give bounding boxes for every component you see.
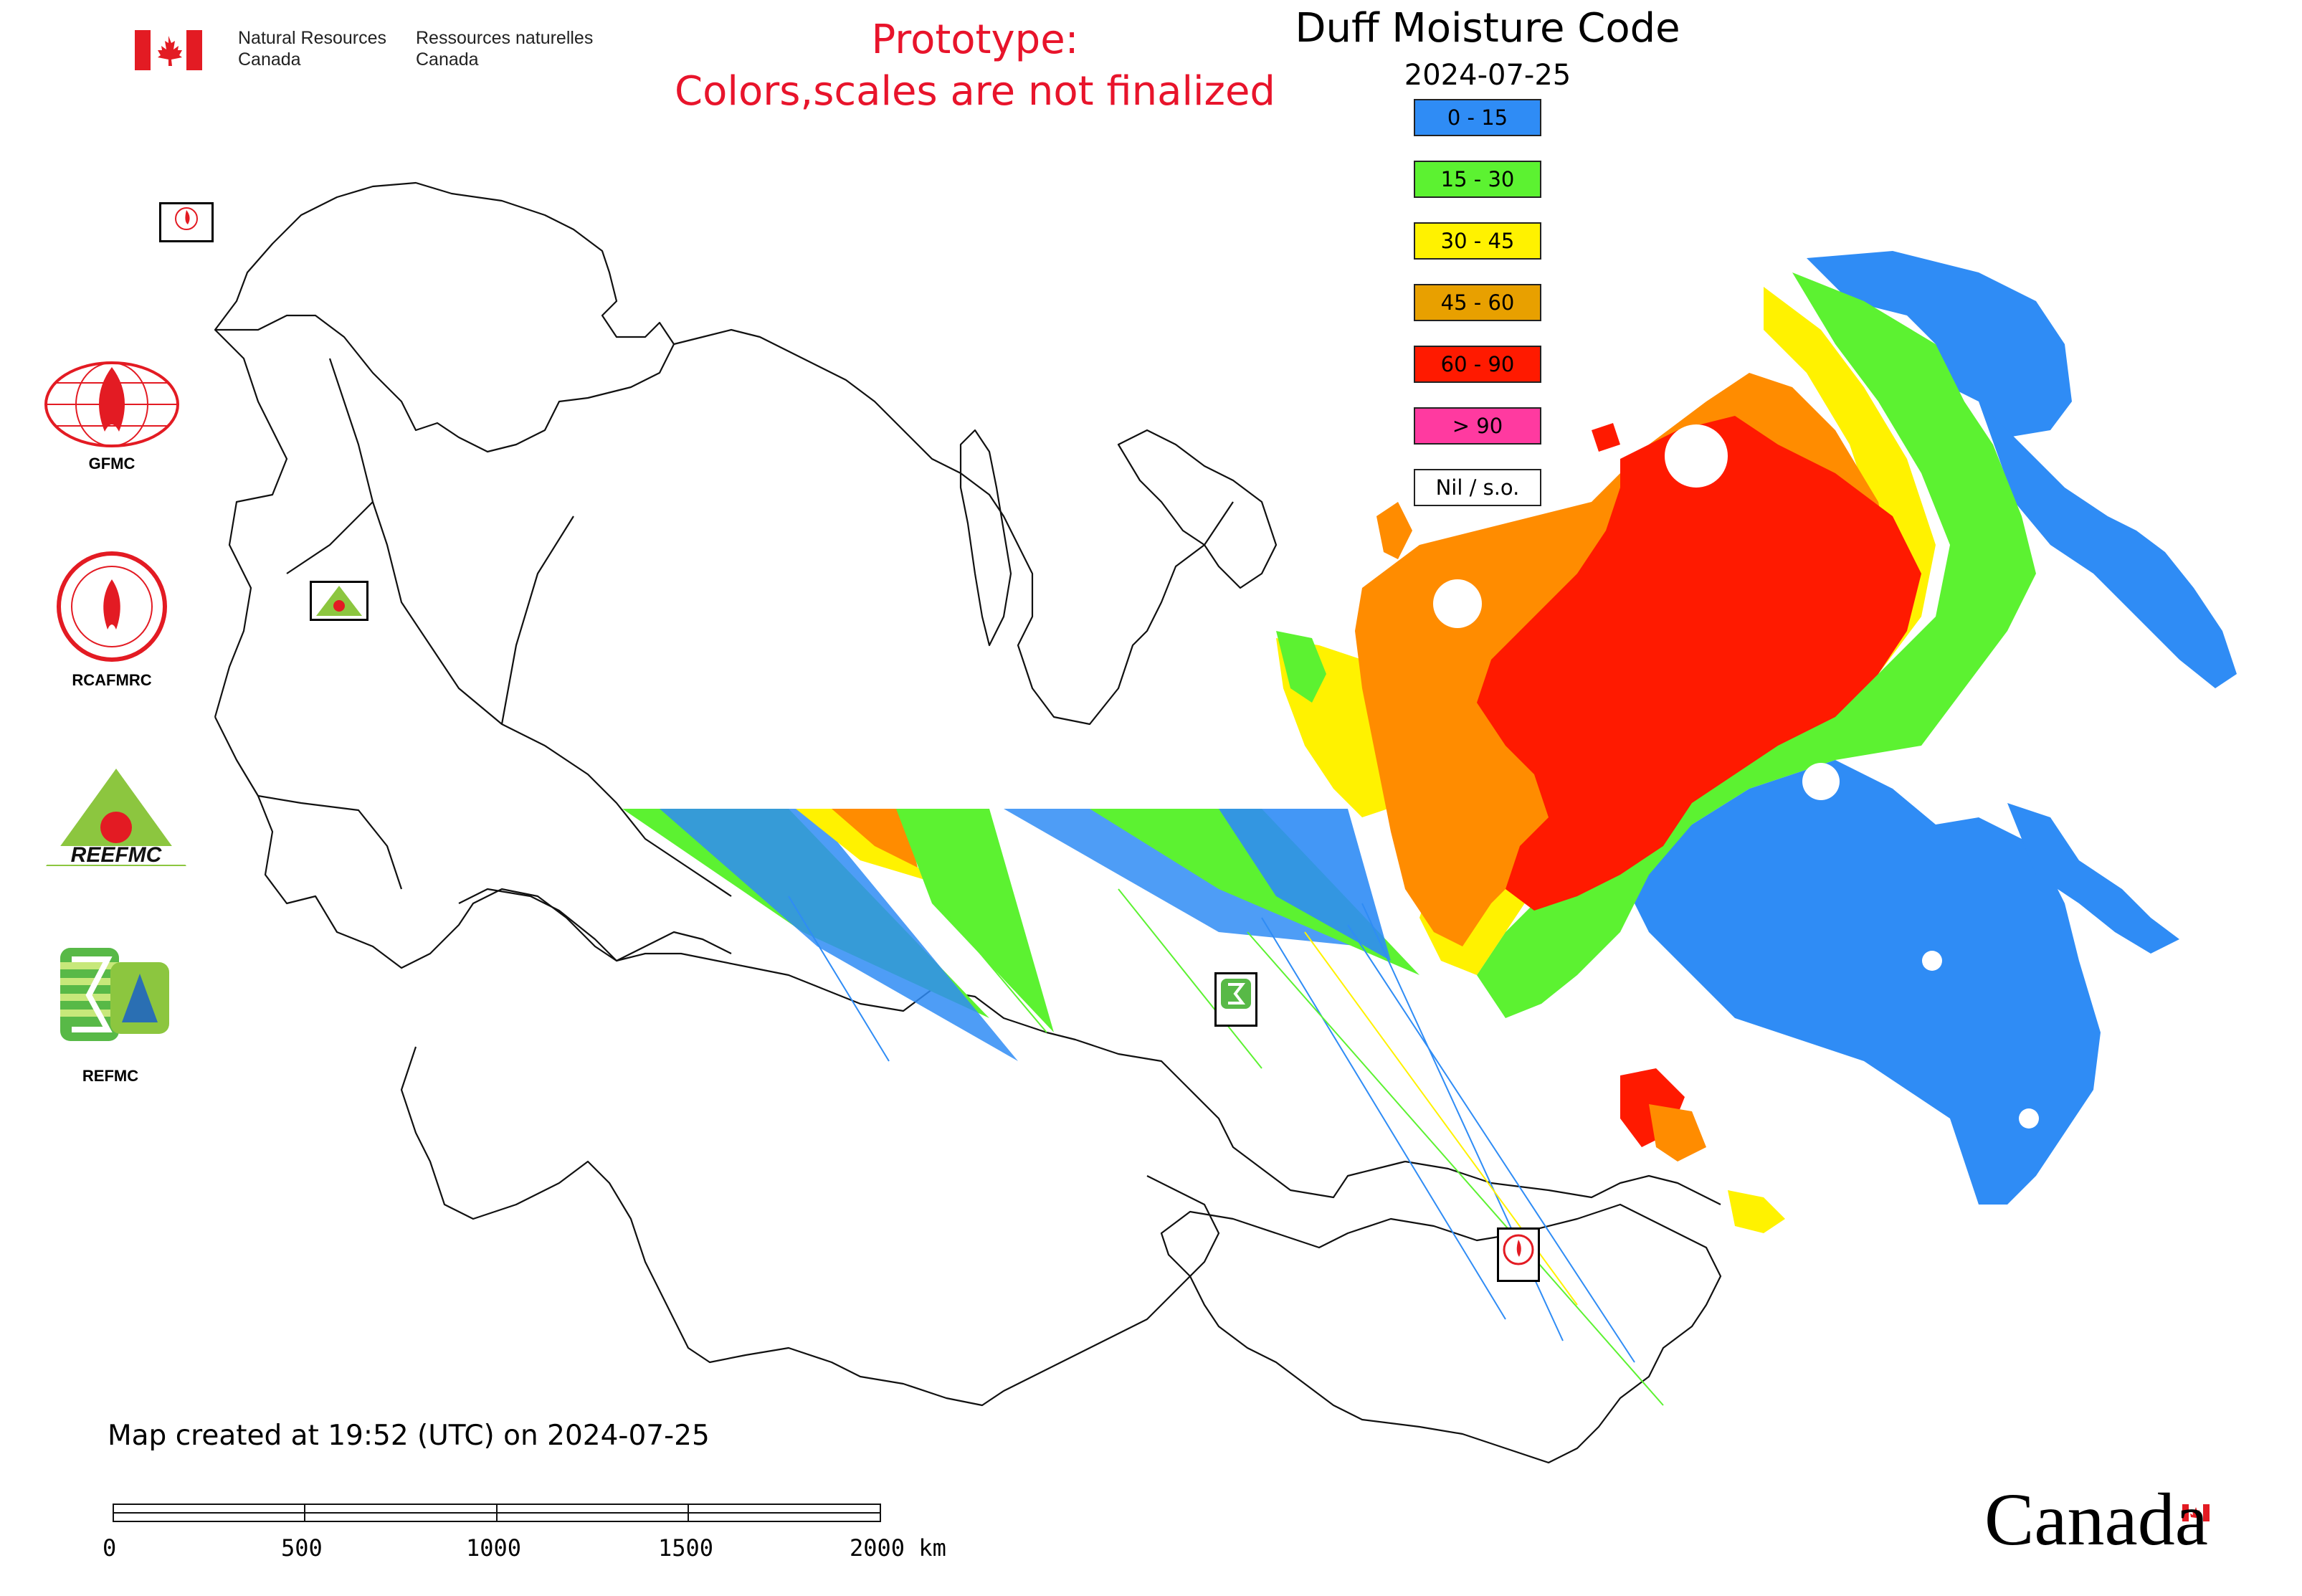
- legend-label: > 90: [1452, 414, 1503, 438]
- field-red-main: [1477, 416, 1921, 911]
- reefmc-label: REEFMC: [70, 843, 162, 867]
- field-blue-north: [1807, 251, 2072, 437]
- nrcan-en-line1: Natural Resources: [238, 28, 387, 48]
- streak-green-c: [1090, 809, 1419, 975]
- nrcan-fr-line2: Canada: [416, 49, 479, 70]
- refmc-sigma-logo-icon: [60, 948, 169, 1041]
- field-orange-spot-south: [1649, 1104, 1706, 1162]
- field-red-islands: [1592, 423, 1620, 452]
- data-streaks: [622, 809, 1664, 1406]
- gfmc-flame-icon: [175, 207, 198, 230]
- legend-label: 60 - 90: [1440, 352, 1515, 376]
- scale-tick-500: 500: [281, 1534, 323, 1562]
- legend-item-nil: Nil / s.o.: [1414, 469, 1541, 506]
- rcafmrc-label: RCAFMRC: [72, 671, 152, 689]
- outline-inner-borders: [257, 358, 732, 897]
- legend-item-30-45: 30 - 45: [1414, 222, 1541, 260]
- gfmc-globe-flame-icon: [44, 361, 179, 447]
- reefmc-triangle-icon: [316, 586, 362, 616]
- field-orange-islands: [1376, 502, 1412, 559]
- refmc-map-marker: [1214, 972, 1257, 1027]
- rcafmrc-seal-icon: [1503, 1234, 1534, 1265]
- legend-label: 0 - 15: [1447, 105, 1508, 130]
- legend-item-15-30: 15 - 30: [1414, 161, 1541, 198]
- legend-label: 45 - 60: [1440, 290, 1515, 315]
- nrcan-logo: Natural Resources Canada Ressources natu…: [135, 27, 622, 77]
- refmc-label: REFMC: [82, 1067, 139, 1085]
- field-blue-southeast: [1635, 760, 2101, 1205]
- canada-wordmark-flag-icon: [2182, 1504, 2210, 1521]
- outline-taymyr: [1117, 429, 1278, 589]
- outline-arctic-coast: [673, 328, 1234, 726]
- map-title: Duff Moisture Code: [1295, 5, 1680, 52]
- reefmc-logo: REEFMC: [37, 766, 195, 873]
- rcafmrc-map-marker: [1497, 1227, 1540, 1282]
- prototype-notice-line2: Colors,scales are not finalized: [675, 68, 1275, 115]
- legend-item-0-15: 0 - 15: [1414, 99, 1541, 136]
- outline-central-asia: [400, 1046, 1220, 1407]
- prototype-notice-line1: Prototype:: [871, 16, 1079, 63]
- map-date: 2024-07-25: [1404, 59, 1571, 92]
- streak-blue-a: [660, 809, 1018, 1061]
- outline-scandinavia-kola: [214, 181, 675, 453]
- nil-hole-2: [1433, 579, 1482, 628]
- nrcan-en-line2: Canada: [238, 49, 301, 70]
- legend-label: 30 - 45: [1440, 229, 1515, 253]
- field-blue-kamchatka: [1979, 402, 2237, 688]
- outline-russia-south: [1404, 1160, 1721, 1205]
- map-created-text: Map created at 19:52 (UTC) on 2024-07-25: [108, 1420, 710, 1452]
- field-blue-sakhalin: [2007, 803, 2179, 954]
- legend-item-60-90: 60 - 90: [1414, 346, 1541, 383]
- scale-bar: [113, 1504, 881, 1522]
- legend-item-over-90: > 90: [1414, 407, 1541, 445]
- legend-label: 15 - 30: [1440, 167, 1515, 191]
- reefmc-map-marker: [310, 581, 368, 621]
- nil-hole-4: [1922, 951, 1942, 971]
- reefmc-triangle-logo-icon: [42, 769, 191, 866]
- nil-hole-5: [2019, 1108, 2039, 1129]
- scale-tick-1500: 1500: [658, 1534, 714, 1562]
- nil-hole-1: [1665, 424, 1728, 488]
- outline-baltic-region: [214, 329, 288, 718]
- outline-mongolia: [1160, 1203, 1722, 1464]
- rcafmrc-logo: RCAFMRC: [40, 551, 184, 694]
- streak-yellow-a: [796, 809, 932, 882]
- prototype-notice: Prototype: Colors,scales are not finaliz…: [674, 14, 1276, 118]
- scale-tick-1000: 1000: [466, 1534, 522, 1562]
- refmc-logo: REFMC: [57, 945, 201, 1088]
- nrcan-fr-line1: Ressources naturelles: [416, 28, 594, 48]
- nil-hole-3: [1802, 763, 1840, 800]
- gfmc-logo: GFMC: [40, 360, 184, 482]
- canada-wordmark: Canada: [1984, 1478, 2208, 1561]
- field-green-west-edge: [1276, 631, 1326, 703]
- rcafmrc-seal-logo-icon: [57, 551, 167, 662]
- data-field-east: [1276, 251, 2237, 1233]
- outline-western-russia: [214, 716, 732, 969]
- gfmc-label: GFMC: [88, 455, 135, 472]
- scale-tick-2000: 2000 km: [850, 1534, 946, 1562]
- streak-green-b: [896, 809, 1054, 1032]
- gfmc-map-marker: [159, 202, 214, 242]
- legend-item-45-60: 45 - 60: [1414, 284, 1541, 321]
- streak-orange-a: [832, 809, 918, 868]
- outline-novaya-zemlya: [959, 429, 1012, 647]
- legend-label: Nil / s.o.: [1435, 475, 1520, 500]
- scale-tick-0: 0: [103, 1534, 117, 1562]
- refmc-sigma-icon: [1221, 979, 1251, 1009]
- field-yellow-southeast-patch: [1728, 1190, 1785, 1233]
- streak-blue-c: [1219, 809, 1391, 961]
- canada-flag-icon: [135, 30, 202, 70]
